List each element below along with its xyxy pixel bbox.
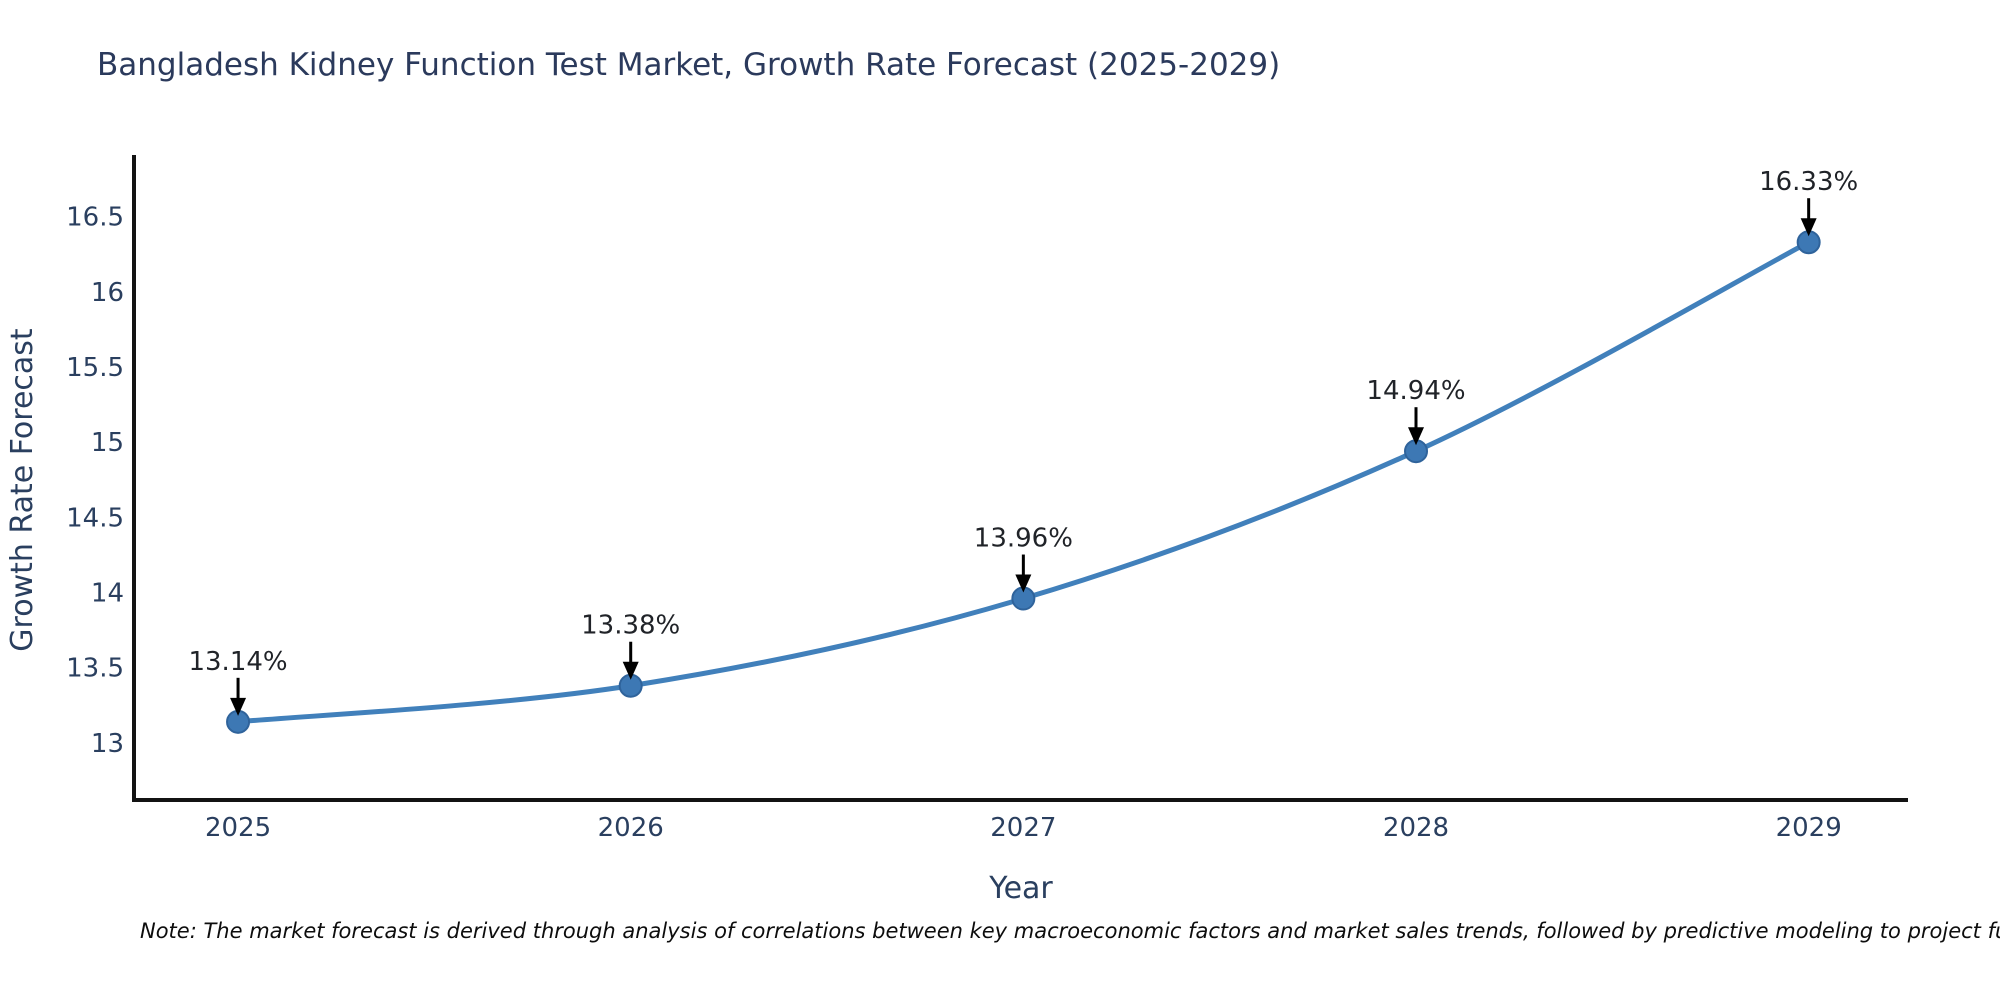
annotation-arrowhead-icon [1800,218,1817,237]
annotation-arrowhead-icon [230,697,247,716]
series-line [235,239,1812,725]
y-tick-label: 15 [91,428,124,458]
y-tick-label: 16 [91,278,124,308]
x-tick-label: 2028 [1383,813,1449,843]
y-tick-label: 13 [91,729,124,759]
x-tick-label: 2027 [990,813,1056,843]
x-axis-title: Year [988,871,1053,906]
annotation-label: 14.94% [1366,376,1465,406]
footnote: Note: The market forecast is derived thr… [140,919,2000,943]
annotation-arrowhead-icon [1015,574,1032,593]
chart-title: Bangladesh Kidney Function Test Market, … [97,47,1281,83]
x-tick-label: 2025 [205,813,271,843]
x-tick-label: 2029 [1776,813,1842,843]
annotation-label: 16.33% [1759,167,1858,197]
annotation-label: 13.38% [581,611,680,641]
annotation-label: 13.14% [188,647,287,677]
y-axis-title: Growth Rate Forecast [5,328,40,652]
y-tick-label: 14.5 [66,503,124,533]
y-tick-label: 14 [91,579,124,609]
y-tick-label: 15.5 [66,353,124,383]
x-tick-label: 2026 [598,813,664,843]
y-tick-label: 13.5 [66,654,124,684]
annotation-arrowhead-icon [622,661,639,680]
y-tick-label: 16.5 [66,203,124,233]
annotation-label: 13.96% [974,524,1073,554]
annotation-arrowhead-icon [1408,427,1425,446]
axis-lines [132,155,1908,802]
